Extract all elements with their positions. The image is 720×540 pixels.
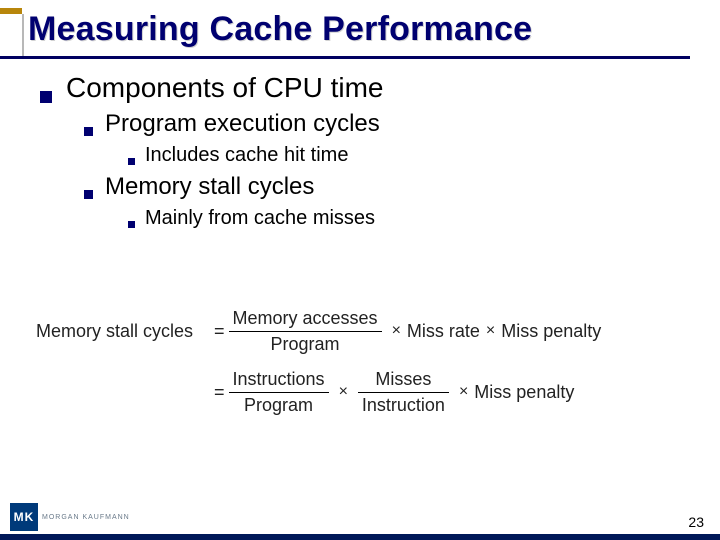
formula-line-1: Memory stall cycles = Memory accesses Pr… <box>36 308 684 355</box>
fraction-bar <box>358 392 449 394</box>
logo-mark: MK <box>10 503 38 531</box>
square-bullet-icon <box>128 158 135 165</box>
bullet-l2: Program execution cycles <box>84 110 690 138</box>
bullet-l3a-text: Includes cache hit time <box>145 144 348 167</box>
fraction-3-num: Misses <box>371 369 435 390</box>
formula-term-miss-rate: Miss rate <box>407 321 480 342</box>
fraction-1: Memory accesses Program <box>229 308 382 355</box>
formula-term-miss-penalty-2: Miss penalty <box>474 382 574 403</box>
times-icon: × <box>392 322 401 340</box>
title-vertical-rule <box>22 14 24 58</box>
formula-lhs-blank <box>36 382 214 403</box>
bullet-l2a-text: Program execution cycles <box>105 110 380 138</box>
formula-line-2: = Instructions Program × Misses Instruct… <box>36 369 684 416</box>
fraction-bar <box>229 392 329 394</box>
times-icon: × <box>486 322 495 340</box>
fraction-2: Instructions Program <box>229 369 329 416</box>
bullet-l1: Components of CPU time <box>40 72 690 104</box>
equals-sign: = <box>214 382 225 403</box>
square-bullet-icon <box>84 190 93 199</box>
footer-bar <box>0 534 720 540</box>
fraction-2-den: Program <box>240 395 317 416</box>
formula-term-miss-penalty: Miss penalty <box>501 321 601 342</box>
bullet-l3: Mainly from cache misses <box>128 207 690 230</box>
fraction-bar <box>229 331 382 333</box>
slide-title-wrap: Measuring Cache Performance <box>28 10 704 49</box>
bullet-l2: Memory stall cycles <box>84 173 690 201</box>
slide-title: Measuring Cache Performance <box>28 10 704 49</box>
publisher-logo: MK MORGAN KAUFMANN <box>10 502 130 532</box>
bullet-l2b-text: Memory stall cycles <box>105 173 314 201</box>
title-accent-rule <box>0 8 22 14</box>
bullet-l3b-text: Mainly from cache misses <box>145 207 375 230</box>
formula-lhs: Memory stall cycles <box>36 321 214 342</box>
equals-sign: = <box>214 321 225 342</box>
bullet-l3: Includes cache hit time <box>128 144 690 167</box>
square-bullet-icon <box>84 127 93 136</box>
title-underline <box>0 56 690 59</box>
formula-block: Memory stall cycles = Memory accesses Pr… <box>36 308 684 430</box>
fraction-1-den: Program <box>267 334 344 355</box>
times-icon: × <box>459 383 468 401</box>
slide-body: Components of CPU time Program execution… <box>40 72 690 236</box>
fraction-3-den: Instruction <box>358 395 449 416</box>
fraction-1-num: Memory accesses <box>229 308 382 329</box>
fraction-2-num: Instructions <box>229 369 329 390</box>
bullet-l1-text: Components of CPU time <box>66 72 383 104</box>
square-bullet-icon <box>40 91 52 103</box>
times-icon: × <box>339 383 348 401</box>
square-bullet-icon <box>128 221 135 228</box>
logo-text: MORGAN KAUFMANN <box>42 514 130 521</box>
page-number: 23 <box>688 514 704 530</box>
fraction-3: Misses Instruction <box>358 369 449 416</box>
